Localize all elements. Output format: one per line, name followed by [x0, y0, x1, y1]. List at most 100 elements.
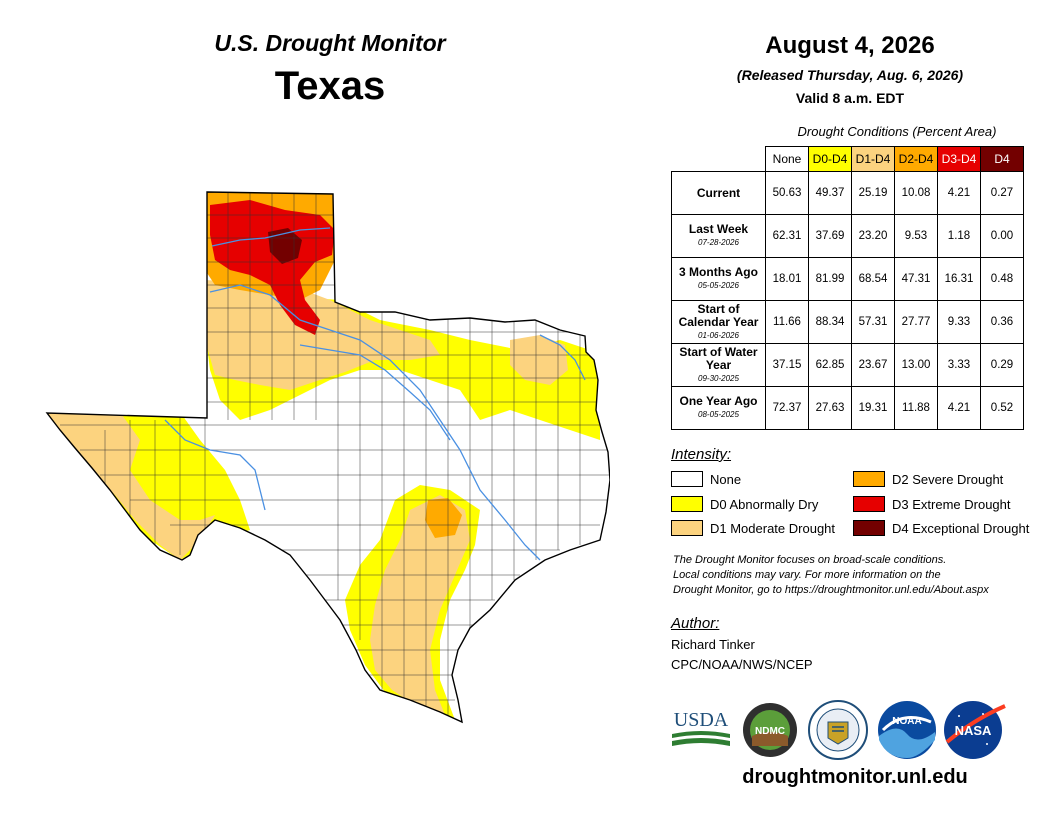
table-cell: 4.21 [937, 171, 981, 215]
release-date: (Released Thursday, Aug. 6, 2026) [736, 67, 964, 83]
table-cell: 18.01 [765, 257, 809, 301]
table-cell: 11.66 [765, 300, 809, 344]
table-cell: 62.85 [808, 343, 852, 387]
table-cell: 25.19 [851, 171, 895, 215]
table-cell: 13.00 [894, 343, 938, 387]
table-cell: 0.48 [980, 257, 1024, 301]
table-row: 3 Months Ago 05-05-2026 18.01 81.99 68.54… [671, 257, 1024, 301]
table-cell: 16.31 [937, 257, 981, 301]
noaa-logo-text: NOAA [892, 716, 921, 727]
table-cell: 9.53 [894, 214, 938, 258]
state-title: Texas [274, 64, 386, 108]
author-org: CPC/NOAA/NWS/NCEP [671, 657, 813, 672]
table-cell: 0.29 [980, 343, 1024, 387]
row-label: Last Week 07-28-2026 [671, 214, 766, 258]
table-cell: 37.69 [808, 214, 852, 258]
row-label-text: Last Week [688, 222, 749, 236]
row-label-text: Start of Calendar Year [678, 301, 759, 329]
table-cell: 23.20 [851, 214, 895, 258]
row-label-text: One Year Ago [679, 394, 758, 408]
table-row: Start of Calendar Year 01-06-2026 11.66 8… [671, 300, 1024, 344]
map-date: August 4, 2026 [765, 32, 935, 59]
legend-label: D0 Abnormally Dry [710, 496, 819, 512]
author-name: Richard Tinker [671, 637, 755, 652]
table-cell: 27.77 [894, 300, 938, 344]
table-caption: Drought Conditions (Percent Area) [797, 124, 997, 139]
note-line: Local conditions may vary. For more info… [673, 569, 941, 581]
table-cell: 0.00 [980, 214, 1024, 258]
table-cell: 72.37 [765, 386, 809, 430]
usda-logo-text: USDA [674, 709, 729, 731]
legend-label: D4 Exceptional Drought [892, 520, 1030, 536]
row-label: Start of Water Year 09-30-2025 [671, 343, 766, 387]
legend-swatch [853, 496, 885, 512]
legend-item-none: None [671, 470, 741, 488]
table-cell: 62.31 [765, 214, 809, 258]
row-label-text: Start of Water Year [679, 344, 758, 372]
table-row: One Year Ago 08-05-2025 72.37 27.63 19.31… [671, 386, 1024, 430]
table-cell: 1.18 [937, 214, 981, 258]
row-label-date: 07-28-2026 [698, 238, 739, 247]
nasa-logo: NASA [944, 701, 1006, 759]
row-label: 3 Months Ago 05-05-2026 [671, 257, 766, 301]
row-label-date: 09-30-2025 [698, 373, 739, 383]
row-label: Start of Calendar Year 01-06-2026 [671, 300, 766, 344]
table-header-row: None D0-D4 D1-D4 D2-D4 D3-D4 D4 [672, 146, 1024, 172]
header-d3-d4: D3-D4 [937, 146, 981, 172]
header-d4: D4 [980, 146, 1024, 172]
table-cell: 68.54 [851, 257, 895, 301]
row-label-date: 05-05-2026 [698, 281, 739, 290]
legend-label: D3 Extreme Drought [892, 496, 1011, 512]
table-cell: 57.31 [851, 300, 895, 344]
table-cell: 3.33 [937, 343, 981, 387]
legend-swatch [853, 471, 885, 487]
table-cell: 4.21 [937, 386, 981, 430]
website-url[interactable]: droughtmonitor.unl.edu [742, 766, 968, 788]
table-cell: 11.88 [894, 386, 938, 430]
legend-swatch [853, 520, 885, 536]
legend-item-d1: D1 Moderate Drought [671, 519, 835, 537]
table-cell: 37.15 [765, 343, 809, 387]
note-line: Drought Monitor, go to https://droughtmo… [673, 584, 989, 596]
table-cell: 0.52 [980, 386, 1024, 430]
row-label-date: 08-05-2025 [698, 410, 739, 419]
row-label: Current [671, 171, 766, 215]
ndmc-logo: NDMC [743, 703, 797, 757]
disclaimer-note: The Drought Monitor focuses on broad-sca… [673, 553, 1053, 598]
legend-item-d2: D2 Severe Drought [853, 470, 1003, 488]
header-none: None [765, 146, 809, 172]
header-corner [672, 147, 766, 172]
table-cell: 47.31 [894, 257, 938, 301]
table-cell: 88.34 [808, 300, 852, 344]
table-cell: 19.31 [851, 386, 895, 430]
table-row: Current 50.63 49.37 25.19 10.08 4.21 0.2… [671, 171, 1024, 215]
row-label: One Year Ago 08-05-2025 [671, 386, 766, 430]
table-cell: 0.36 [980, 300, 1024, 344]
table-row: Last Week 07-28-2026 62.31 37.69 23.20 9.… [671, 214, 1024, 258]
product-title: U.S. Drought Monitor [214, 30, 446, 56]
table-cell: 50.63 [765, 171, 809, 215]
legend-label: D2 Severe Drought [892, 471, 1004, 487]
usda-logo: USDA [672, 709, 730, 746]
drought-conditions-table: None D0-D4 D1-D4 D2-D4 D3-D4 D4 Current … [671, 146, 1024, 430]
header-d0-d4: D0-D4 [808, 146, 852, 172]
table-row: Start of Water Year 09-30-2025 37.15 62.8… [671, 343, 1024, 387]
legend-item-d3: D3 Extreme Drought [853, 495, 1011, 513]
author-title: Author: [671, 615, 720, 632]
legend-item-d4: D4 Exceptional Drought [853, 519, 1029, 537]
legend-swatch [671, 471, 703, 487]
commerce-seal-logo [808, 700, 868, 760]
legend-title: Intensity: [671, 446, 732, 463]
legend-swatch [671, 520, 703, 536]
texas-drought-map [45, 191, 610, 724]
header-d1-d4: D1-D4 [851, 146, 895, 172]
note-line: The Drought Monitor focuses on broad-sca… [673, 554, 947, 566]
header-d2-d4: D2-D4 [894, 146, 938, 172]
noaa-logo: NOAA [878, 701, 936, 759]
table-cell: 27.63 [808, 386, 852, 430]
legend-swatch [671, 496, 703, 512]
table-cell: 10.08 [894, 171, 938, 215]
table-cell: 0.27 [980, 171, 1024, 215]
table-cell: 23.67 [851, 343, 895, 387]
legend-label: None [710, 471, 742, 487]
